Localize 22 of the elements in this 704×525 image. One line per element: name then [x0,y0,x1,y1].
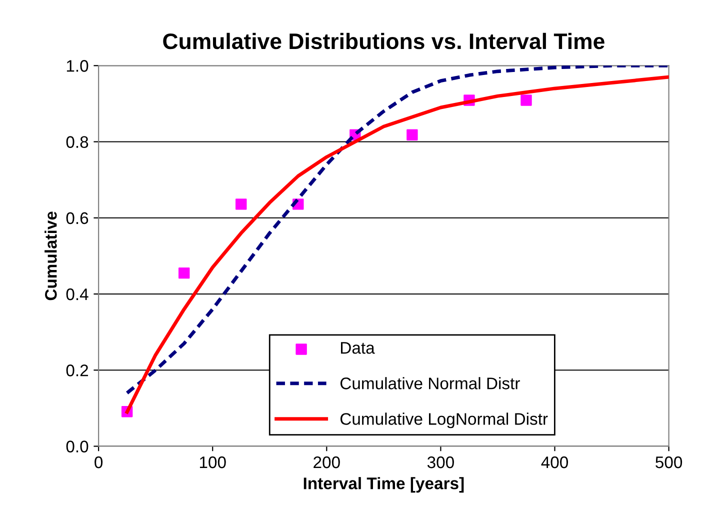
x-tick-label: 500 [656,456,682,468]
x-tick-label: 0 [94,456,103,468]
point [236,198,247,210]
legend-label: Cumulative LogNormal Distr [340,412,548,428]
x-tick-label: 400 [541,456,568,468]
chart-title: Cumulative Distributions vs. Interval Time [163,32,604,50]
x-tick-label: 100 [200,456,226,468]
point [520,94,532,106]
y-tick-label: 0.0 [66,440,88,452]
point [178,267,190,279]
point [406,129,418,141]
y-tick-label: 0.6 [66,212,88,224]
y-tick-label: 0.2 [66,364,88,376]
y-tick-label: 0.4 [66,288,88,300]
legend-label: Cumulative Normal Distr [340,377,520,390]
x-tick-label: 200 [314,456,340,468]
y-tick-label: 0.8 [66,136,88,148]
x-tick-label: 300 [427,456,454,468]
y-tick-label: 1.0 [66,60,88,72]
legend-label: Data [341,342,375,354]
y-axis-title: Cumulative [44,212,57,300]
x-axis-title: Interval Time [years] [304,477,464,493]
